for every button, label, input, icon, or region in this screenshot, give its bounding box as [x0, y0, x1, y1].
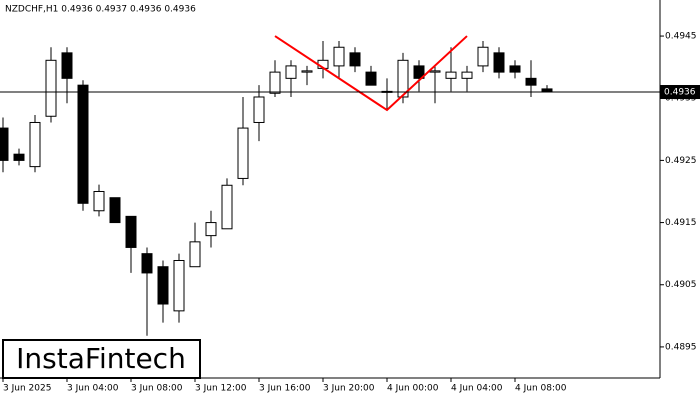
y-tick-label: 0.4895 [665, 342, 697, 352]
candle-body [109, 197, 121, 224]
logo: InstaFintech [16, 342, 186, 375]
candle-body [333, 46, 345, 67]
candle-body [269, 71, 281, 94]
chart-title: NZDCHF,H1 0.4936 0.4937 0.4936 0.4936 [5, 5, 196, 15]
candle-body [125, 215, 137, 248]
price-label-box [660, 85, 700, 100]
candle-body [397, 59, 409, 98]
candle-body [493, 52, 505, 73]
x-tick-label: 4 Jun 08:00 [515, 384, 567, 394]
x-tick-label: 4 Jun 00:00 [387, 384, 439, 394]
candle-body [77, 84, 89, 204]
price-label: 0.4936 [664, 88, 696, 98]
x-tick-label: 3 Jun 16:00 [259, 384, 311, 394]
candle-body [173, 259, 185, 312]
candle-body [157, 266, 169, 305]
candle-body [477, 46, 489, 67]
candle-body [29, 121, 41, 168]
candle-body [141, 253, 153, 274]
candle-body [221, 184, 233, 230]
x-tick-label: 4 Jun 04:00 [451, 384, 503, 394]
candle-body [0, 127, 9, 161]
candle-body [413, 65, 425, 79]
candle-body [61, 52, 73, 79]
pattern-line [274, 35, 468, 112]
x-tick-label: 3 Jun 08:00 [131, 384, 183, 394]
y-tick-label: 0.4945 [665, 32, 697, 42]
candle-body [445, 71, 457, 79]
candle-body [13, 153, 25, 161]
x-tick-label: 3 Jun 04:00 [67, 384, 119, 394]
candle-body [237, 127, 249, 179]
candle-body [253, 96, 265, 123]
x-tick-label: 3 Jun 20:00 [323, 384, 375, 394]
candle-body [189, 241, 201, 268]
logo-box [2, 339, 201, 379]
y-tick-label: 0.4915 [665, 218, 697, 228]
candle-body [461, 71, 473, 79]
candle-body [349, 52, 361, 67]
candle-body [525, 77, 537, 86]
candle-body [285, 65, 297, 79]
candle-body [301, 70, 313, 73]
candle-body [509, 65, 521, 73]
candle-body [365, 71, 377, 86]
x-tick-label: 3 Jun 2025 [3, 384, 51, 394]
x-tick-label: 3 Jun 12:00 [195, 384, 247, 394]
y-tick-label: 0.4905 [665, 280, 697, 290]
candle-body [45, 59, 57, 117]
candle-body [429, 70, 441, 73]
candle-body [205, 222, 217, 237]
y-tick-label: 0.4925 [665, 156, 697, 166]
candle-body [93, 190, 105, 212]
